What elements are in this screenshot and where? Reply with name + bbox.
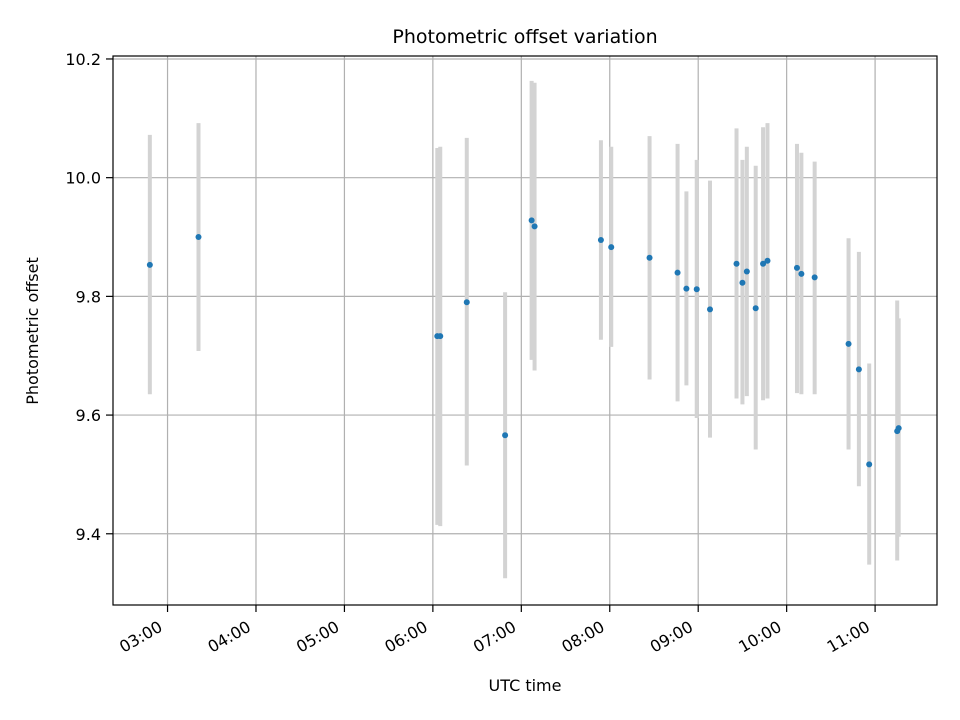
data-point [855,366,862,373]
data-point [811,274,818,281]
y-axis-ticks: 9.4 9.6 9.8 10.0 10.2 [65,50,113,544]
data-point [739,279,746,286]
chart-title: Photometric offset variation [392,26,657,48]
grid [113,56,937,605]
data-point [733,260,740,267]
data-point [502,432,509,439]
data-point [463,299,470,306]
y-axis-label: Photometric offset [23,257,42,405]
data-point [437,333,444,340]
data-point [683,285,690,292]
data-point [743,268,750,275]
data-point [866,461,873,468]
data-point [146,261,153,268]
data-point [528,217,535,224]
x-axis-label: UTC time [489,676,562,695]
y-tick-label: 9.6 [76,406,101,425]
data-point [706,306,713,313]
data-point [764,257,771,264]
data-point [798,270,805,277]
data-point [693,286,700,293]
data-point [608,244,615,251]
data-point [793,264,800,271]
data-point [674,269,681,276]
plot-frame [112,55,938,606]
data-point [531,223,538,230]
data-point [597,236,604,243]
data-points [146,217,902,468]
y-tick-label: 9.8 [76,287,101,306]
data-point [646,254,653,261]
y-tick-label: 9.4 [76,525,101,544]
data-point [760,260,767,267]
data-point [195,234,202,241]
data-point [895,425,902,432]
y-tick-label: 10.2 [65,50,101,69]
data-point [752,305,759,312]
data-point [845,340,852,347]
y-tick-label: 10.0 [65,169,101,188]
